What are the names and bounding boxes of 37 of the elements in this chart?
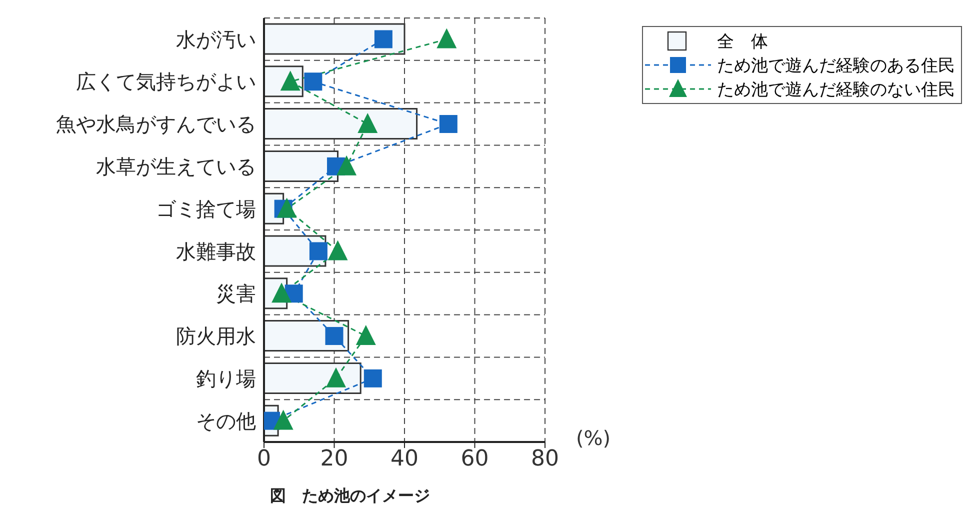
y-tick-label: 広くて気持ちがよい	[76, 70, 256, 94]
x-tick-label: 60	[460, 446, 489, 472]
bar	[264, 108, 418, 140]
point	[439, 115, 458, 133]
text: 図 ため池のイメージ	[270, 486, 430, 507]
y-tick-label: ゴミ捨て場	[156, 196, 256, 221]
point	[273, 410, 294, 430]
x-axis-title: (%)	[576, 426, 611, 450]
y-tick-label: 水が汚い	[176, 27, 256, 52]
point	[309, 242, 328, 260]
x-tick-label: 20	[320, 446, 348, 472]
y-tick-label: 釣り場	[196, 366, 256, 390]
bar	[264, 362, 362, 394]
y-tick-label: 水草が生えている	[96, 154, 256, 178]
point	[326, 367, 346, 388]
x-tick-label: 40	[390, 446, 418, 472]
point	[356, 325, 376, 345]
y-tick-label: 災害	[216, 282, 256, 306]
point	[328, 240, 348, 260]
point	[336, 155, 357, 176]
legend-label: 全 体	[717, 30, 768, 52]
point	[374, 30, 392, 48]
point	[364, 369, 382, 388]
y-tick-label: 水難事故	[176, 239, 256, 264]
point	[436, 28, 457, 48]
legend-label: ため池で遊んだ経験のある住民	[717, 54, 955, 76]
y-tick-label: 魚や水鳥がすんでいる	[56, 112, 256, 136]
x-tick-label: 0	[257, 446, 271, 472]
x-tick-label: 80	[531, 446, 559, 472]
point	[358, 113, 378, 133]
point	[276, 198, 297, 218]
bar	[264, 23, 406, 55]
y-tick-label: その他	[196, 408, 256, 433]
point	[304, 72, 322, 91]
y-tick-label: 防火用水	[176, 324, 256, 348]
point	[325, 327, 344, 345]
legend-label: ため池で遊んだ経験のない住民	[717, 78, 955, 100]
